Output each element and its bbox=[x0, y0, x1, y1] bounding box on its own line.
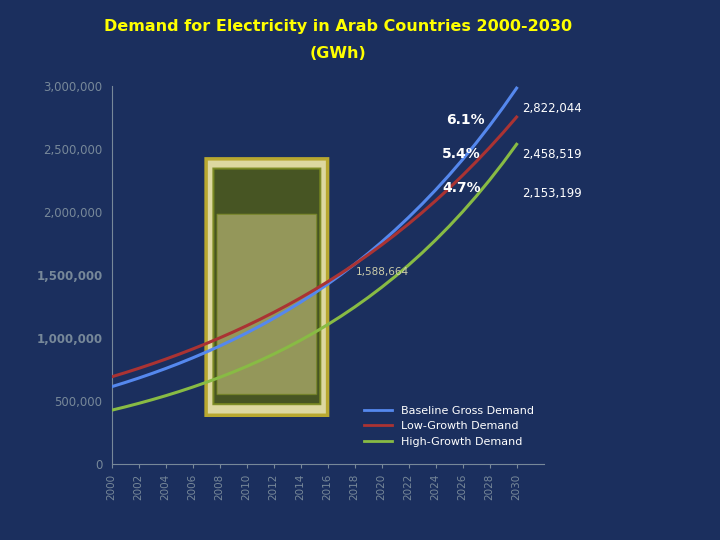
Text: 5.4%: 5.4% bbox=[442, 147, 481, 161]
FancyBboxPatch shape bbox=[206, 159, 328, 415]
Text: 1,588,664: 1,588,664 bbox=[356, 267, 409, 276]
Text: Demand for Electricity in Arab Countries 2000-2030: Demand for Electricity in Arab Countries… bbox=[104, 19, 572, 34]
Legend: Baseline Gross Demand, Low-Growth Demand, High-Growth Demand: Baseline Gross Demand, Low-Growth Demand… bbox=[359, 401, 538, 451]
Text: 2,822,044: 2,822,044 bbox=[522, 102, 582, 116]
Text: 4.7%: 4.7% bbox=[442, 181, 481, 195]
FancyBboxPatch shape bbox=[217, 214, 317, 394]
FancyBboxPatch shape bbox=[213, 168, 320, 404]
Text: (GWh): (GWh) bbox=[310, 46, 366, 61]
Text: 2,153,199: 2,153,199 bbox=[522, 187, 582, 200]
Text: 2,458,519: 2,458,519 bbox=[522, 148, 582, 161]
Text: 6.1%: 6.1% bbox=[446, 113, 485, 127]
